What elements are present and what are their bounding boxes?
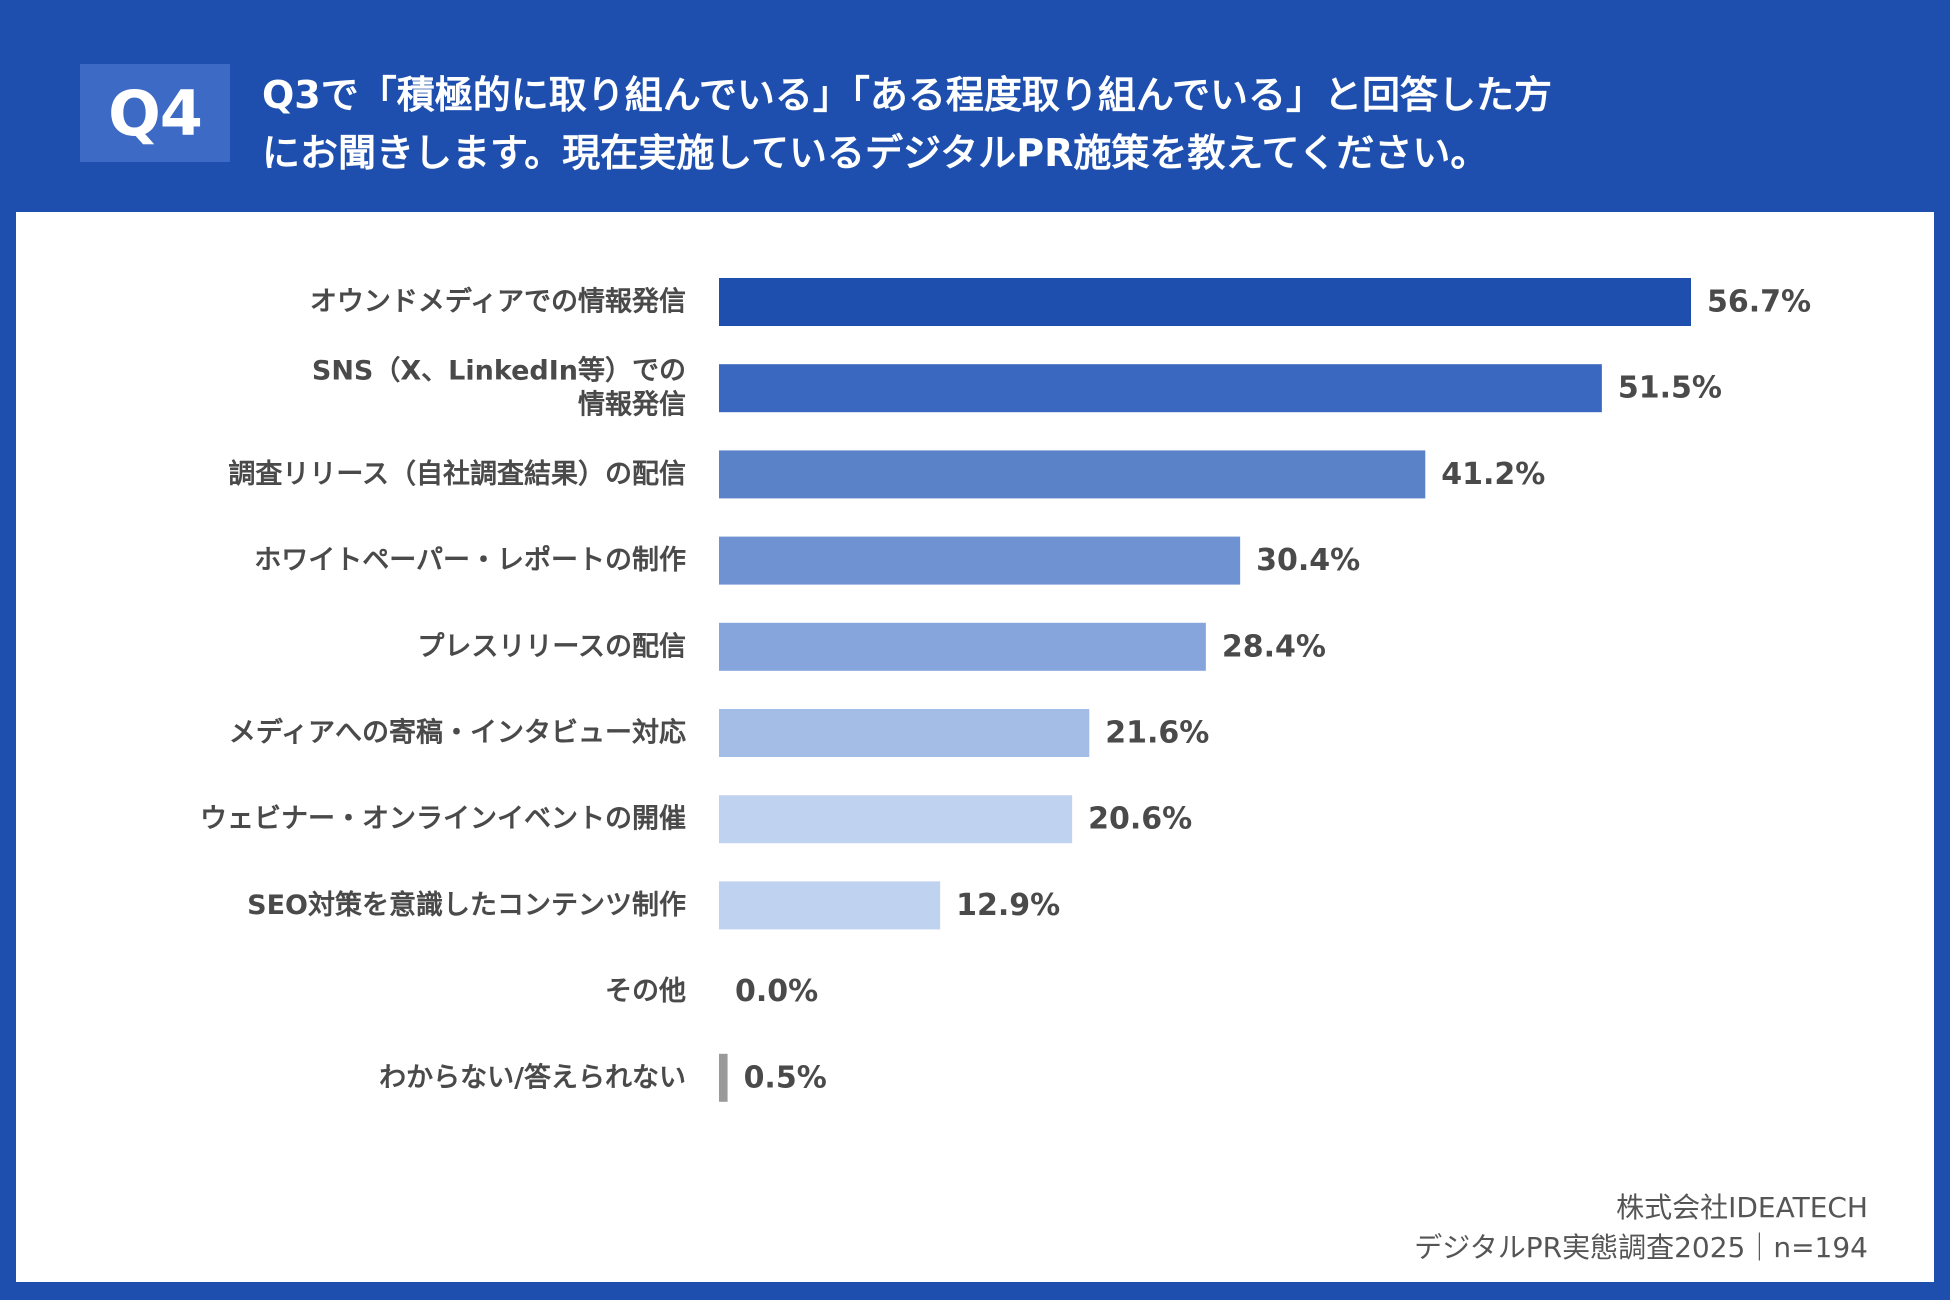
category-label-9: その他: [605, 976, 686, 1007]
category-label-2-line-2: 情報発信: [578, 390, 686, 421]
category-label-1: オウンドメディアでの情報発信: [310, 286, 686, 318]
value-label-9: 0.0%: [735, 974, 818, 1009]
bar-1: [719, 278, 1691, 326]
bar-3: [719, 450, 1426, 499]
credits: 株式会社IDEATECH デジタルPR実態調査2025｜n=194: [1414, 1188, 1868, 1268]
category-label-5: プレスリリースの配信: [417, 631, 686, 662]
value-label-8: 12.9%: [956, 888, 1060, 923]
category-label-8: SEO対策を意識したコンテンツ制作: [247, 889, 686, 921]
bar-chart: オウンドメディアでの情報発信 56.7% SNS（X、LinkedIn等）での情報発…: [200, 278, 1811, 1102]
value-label-1: 56.7%: [1707, 285, 1811, 320]
value-label-2: 51.5%: [1618, 371, 1722, 406]
question-line-2: にお聞きします。現在実施しているデジタルPR施策を教えてください。: [262, 131, 1489, 175]
category-label-3: 調査リリース（自社調査結果）の配信: [228, 458, 686, 490]
category-label-7: ウェビナー・オンラインイベントの開催: [200, 804, 686, 835]
bar-6: [719, 709, 1090, 757]
question-number-badge: Q4: [80, 64, 230, 162]
question-line-1: Q3で「積極的に取り組んでいる」「ある程度取り組んでいる」と回答した方: [262, 73, 1552, 117]
bar-5: [719, 622, 1206, 671]
bar-4: [719, 536, 1241, 585]
category-label-2-line-1: SNS（X、LinkedIn等）での: [312, 355, 686, 387]
value-label-7: 20.6%: [1088, 802, 1192, 837]
category-label-6: メディアへの寄稿・インタビュー対応: [229, 717, 686, 749]
company-name: 株式会社IDEATECH: [1616, 1191, 1868, 1224]
bar-7: [719, 795, 1073, 844]
value-label-4: 30.4%: [1256, 543, 1360, 578]
chart-panel: オウンドメディアでの情報発信 56.7% SNS（X、LinkedIn等）での 情報発…: [16, 212, 1934, 1282]
bar-2: [719, 364, 1602, 413]
question-text: Q3で「積極的に取り組んでいる」「ある程度取り組んでいる」と回答した方 にお聞き…: [262, 66, 1902, 182]
bar-8: [719, 881, 941, 930]
value-label-6: 21.6%: [1105, 716, 1209, 751]
survey-info: デジタルPR実態調査2025｜n=194: [1414, 1231, 1868, 1264]
value-label-3: 41.2%: [1441, 457, 1545, 492]
category-label-10: わからない/答えられない: [379, 1061, 686, 1093]
bar-10: [719, 1053, 728, 1102]
value-label-10: 0.5%: [744, 1060, 827, 1095]
value-label-5: 28.4%: [1222, 629, 1326, 664]
category-label-4: ホワイトペーパー・レポートの制作: [254, 545, 686, 576]
